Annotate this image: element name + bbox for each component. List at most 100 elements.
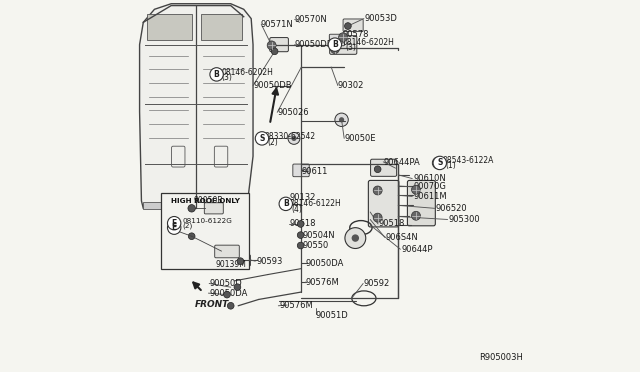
- Circle shape: [271, 48, 278, 55]
- Text: 906S4N: 906S4N: [385, 233, 418, 242]
- Circle shape: [412, 185, 420, 194]
- Text: FRONT: FRONT: [195, 300, 229, 309]
- Text: 90644P: 90644P: [401, 245, 433, 254]
- Text: 90644PA: 90644PA: [384, 158, 420, 167]
- Circle shape: [298, 242, 304, 249]
- Circle shape: [433, 157, 444, 169]
- Text: 90504N: 90504N: [302, 231, 335, 240]
- Text: B: B: [283, 199, 289, 208]
- Circle shape: [227, 302, 234, 309]
- Circle shape: [267, 41, 276, 50]
- Text: 08146-6202H: 08146-6202H: [342, 38, 394, 46]
- Text: S: S: [437, 158, 442, 167]
- Circle shape: [335, 113, 348, 126]
- Text: B: B: [214, 70, 220, 79]
- Bar: [161, 193, 250, 269]
- Circle shape: [433, 156, 447, 170]
- FancyBboxPatch shape: [204, 203, 223, 214]
- Text: 90051D: 90051D: [316, 311, 348, 320]
- Text: (4): (4): [291, 205, 302, 214]
- Text: 90050E: 90050E: [345, 134, 376, 143]
- Circle shape: [298, 221, 304, 227]
- FancyBboxPatch shape: [293, 164, 309, 177]
- Text: 08146-6122H: 08146-6122H: [289, 199, 341, 208]
- Text: 90611M: 90611M: [413, 192, 447, 201]
- Circle shape: [374, 166, 381, 173]
- Circle shape: [168, 217, 181, 230]
- FancyBboxPatch shape: [270, 38, 289, 52]
- Text: HIGH ROOF ONLY: HIGH ROOF ONLY: [170, 198, 239, 204]
- FancyBboxPatch shape: [236, 255, 250, 266]
- Text: R905003H: R905003H: [479, 353, 523, 362]
- Text: (3): (3): [221, 73, 232, 82]
- Circle shape: [288, 132, 300, 144]
- Circle shape: [298, 232, 304, 238]
- Circle shape: [412, 211, 420, 220]
- Text: 906520: 906520: [435, 204, 467, 213]
- Bar: [143, 202, 246, 209]
- Circle shape: [373, 213, 382, 222]
- Text: 90618: 90618: [289, 219, 316, 228]
- Text: 90518: 90518: [379, 219, 405, 228]
- Text: 90050D: 90050D: [210, 279, 243, 288]
- Text: 90050DA: 90050DA: [209, 289, 248, 298]
- Circle shape: [339, 117, 344, 122]
- Text: E: E: [172, 223, 177, 232]
- Text: 08146-6202H: 08146-6202H: [221, 68, 273, 77]
- Circle shape: [373, 186, 382, 195]
- FancyBboxPatch shape: [330, 36, 357, 54]
- FancyBboxPatch shape: [408, 180, 435, 226]
- Text: 90132: 90132: [289, 193, 316, 202]
- Text: 90070G: 90070G: [413, 182, 446, 191]
- Polygon shape: [140, 4, 253, 208]
- Text: 90578: 90578: [342, 31, 369, 39]
- Text: 90611: 90611: [301, 167, 328, 176]
- Text: 90050DB: 90050DB: [294, 40, 333, 49]
- Text: 08330-62542: 08330-62542: [265, 132, 316, 141]
- Text: 90592: 90592: [364, 279, 390, 288]
- Circle shape: [328, 38, 342, 51]
- Text: E: E: [172, 219, 177, 228]
- Bar: [175, 199, 216, 208]
- FancyBboxPatch shape: [343, 19, 363, 32]
- Text: 90571N: 90571N: [260, 20, 293, 29]
- Circle shape: [168, 221, 181, 234]
- Text: 90050DB: 90050DB: [253, 81, 292, 90]
- Text: 90570N: 90570N: [294, 15, 328, 24]
- Circle shape: [291, 136, 296, 141]
- Text: 90050DA: 90050DA: [306, 259, 344, 268]
- Text: 90610N: 90610N: [413, 174, 445, 183]
- Bar: [147, 14, 191, 40]
- Text: 90050B: 90050B: [193, 196, 223, 205]
- Text: 90550: 90550: [302, 241, 328, 250]
- Bar: [201, 14, 242, 40]
- Circle shape: [345, 228, 365, 248]
- FancyBboxPatch shape: [371, 159, 397, 176]
- Text: 90139M: 90139M: [215, 260, 246, 269]
- Circle shape: [188, 233, 195, 240]
- Text: (3): (3): [346, 43, 356, 52]
- FancyBboxPatch shape: [215, 245, 239, 258]
- Circle shape: [339, 33, 348, 42]
- FancyBboxPatch shape: [330, 34, 344, 46]
- Text: 08110-6122G: 08110-6122G: [182, 218, 232, 224]
- Circle shape: [279, 197, 292, 211]
- Circle shape: [223, 291, 230, 298]
- Text: 905026: 905026: [277, 108, 309, 117]
- Text: 905300: 905300: [449, 215, 480, 224]
- Text: (2): (2): [182, 223, 193, 230]
- Text: S: S: [259, 134, 265, 143]
- FancyBboxPatch shape: [369, 180, 399, 227]
- Text: B: B: [332, 40, 338, 49]
- Text: 90302: 90302: [338, 81, 364, 90]
- Circle shape: [188, 205, 195, 212]
- Circle shape: [255, 132, 269, 145]
- Text: 08543-6122A: 08543-6122A: [443, 156, 494, 165]
- Text: 90576M: 90576M: [279, 301, 313, 310]
- Circle shape: [234, 284, 241, 291]
- Circle shape: [237, 258, 244, 264]
- Circle shape: [344, 23, 351, 29]
- Text: (1): (1): [445, 161, 456, 170]
- Circle shape: [210, 68, 223, 81]
- Circle shape: [330, 45, 339, 54]
